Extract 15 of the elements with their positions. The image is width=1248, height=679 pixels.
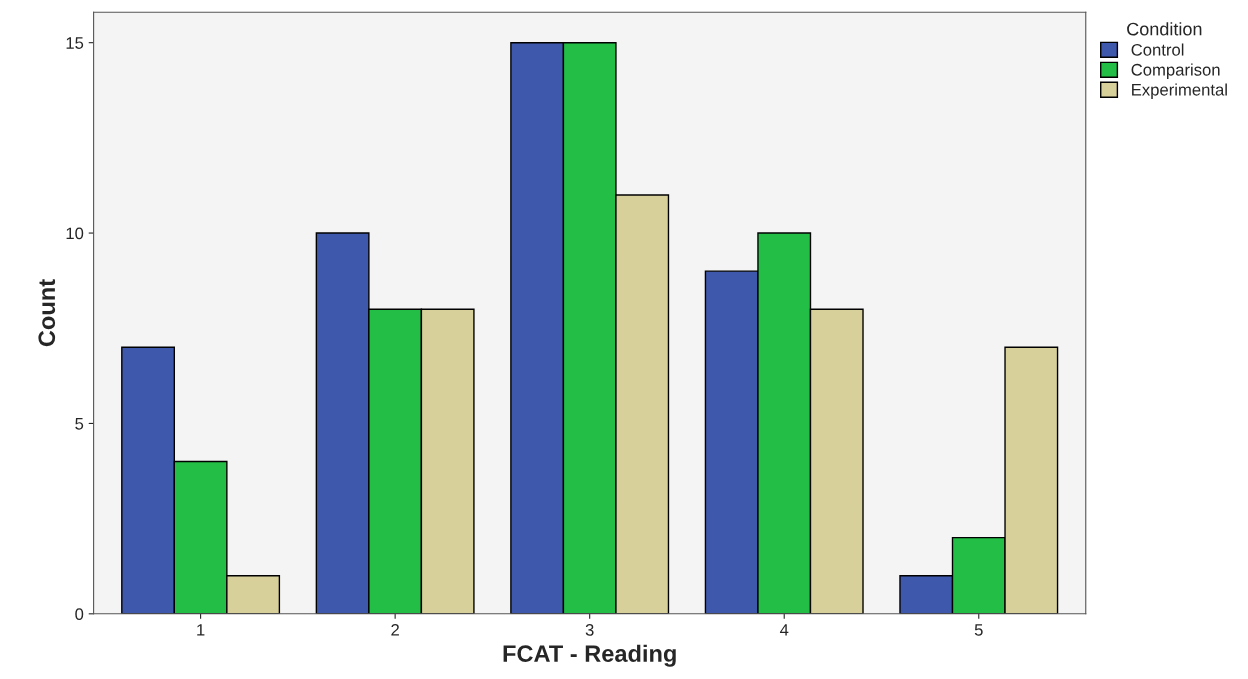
y-tick-label: 0 <box>75 608 84 621</box>
x-tick-label: 2 <box>391 623 399 636</box>
legend-label: Experimental <box>1132 83 1227 99</box>
x-axis-title: FCAT - Reading <box>503 644 676 667</box>
x-tick-label: 1 <box>197 624 205 636</box>
legend-label: Comparison <box>1131 63 1220 79</box>
y-tick-label: 10 <box>66 227 84 240</box>
y-tick-label: 5 <box>75 418 84 430</box>
legend-label: Control <box>1131 43 1184 56</box>
x-tick-label: 5 <box>974 624 983 636</box>
legend-title: Condition <box>1127 22 1202 36</box>
y-tick-label: 15 <box>66 37 84 49</box>
x-tick-label: 3 <box>585 623 594 636</box>
y-axis-title: Count <box>38 279 56 347</box>
x-tick-label: 4 <box>779 624 789 636</box>
